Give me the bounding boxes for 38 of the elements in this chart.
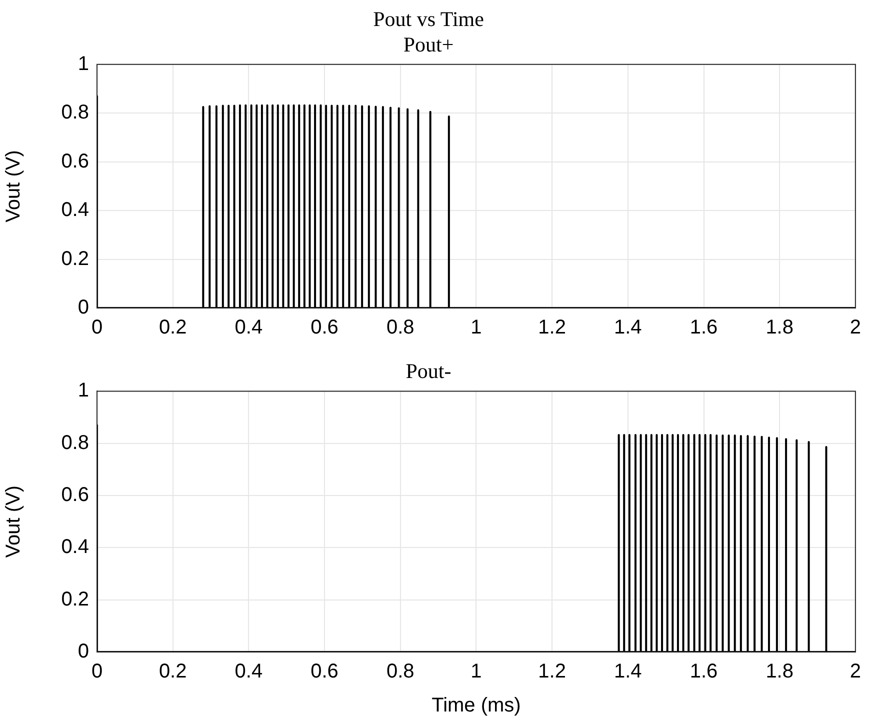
y-tick-label: 0.6: [61, 150, 89, 172]
x-tick-label: 1.4: [614, 316, 642, 339]
x-tick-label: 0.8: [386, 660, 414, 683]
x-tick-label: 0.2: [158, 660, 187, 683]
x-tick-label: 1.8: [766, 316, 794, 339]
x-tick-label: 1.6: [690, 660, 718, 683]
y-axis-title: Vout (V): [2, 485, 25, 558]
y-tick-label: 0.2: [61, 248, 89, 270]
x-tick-label: 1.2: [538, 660, 566, 683]
y-tick-label: 0: [78, 640, 89, 663]
x-tick-label: 0.6: [310, 316, 338, 339]
x-tick-label: 1.4: [614, 660, 642, 683]
y-tick-label: 0.6: [61, 484, 89, 506]
y-axis-title: Vout (V): [2, 150, 25, 222]
y-tick-label: 0.2: [61, 588, 89, 610]
y-tick-label: 0.8: [61, 432, 89, 454]
x-tick-label: 1: [470, 660, 482, 683]
x-tick-label: 1.2: [538, 316, 566, 339]
y-tick-label: 0.4: [61, 199, 89, 222]
chart-subtitle: Pout+: [403, 32, 454, 56]
x-axis-title: Time (ms): [432, 694, 521, 717]
x-tick-label: 2: [850, 660, 861, 683]
x-tick-label: 1.8: [766, 660, 794, 683]
y-tick-label: 0.4: [61, 536, 89, 558]
y-tick-label: 0: [78, 296, 89, 319]
x-tick-label: 1: [470, 316, 482, 339]
x-tick-label: 0.4: [234, 660, 263, 683]
x-tick-label: 0.4: [234, 316, 263, 339]
y-tick-label: 1: [78, 52, 89, 75]
chart-title: Pout-: [406, 359, 452, 384]
y-tick-label: 1: [78, 380, 89, 402]
y-tick-label: 0.8: [61, 102, 89, 124]
x-tick-label: 0.8: [386, 316, 414, 339]
x-tick-label: 0.2: [158, 316, 187, 339]
x-tick-label: 0.6: [310, 660, 338, 683]
x-tick-label: 1.6: [690, 316, 718, 339]
x-tick-label: 2: [850, 316, 861, 339]
chart-title: Pout vs Time: [373, 7, 484, 32]
